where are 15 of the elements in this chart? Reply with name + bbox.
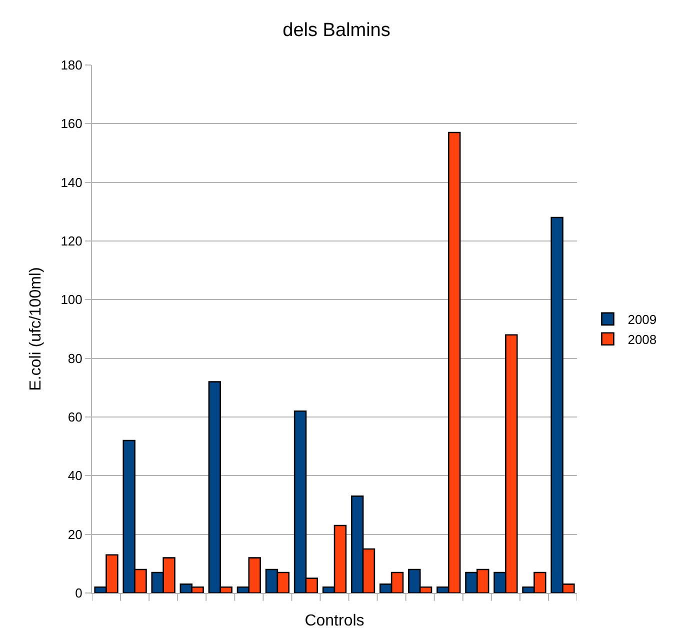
y-tick-label: 40 — [68, 468, 82, 484]
y-tick-label: 120 — [60, 234, 82, 249]
y-axis-title: E.coli (ufc/100ml) — [28, 267, 45, 391]
chart-title: dels Balmins — [282, 20, 390, 41]
y-tick-label: 20 — [68, 526, 82, 542]
y-tick-label: 0 — [75, 586, 82, 601]
y-tick-label: 80 — [68, 350, 82, 366]
y-tick-label: 180 — [60, 58, 82, 73]
y-tick-label: 160 — [60, 116, 82, 132]
legend-label: 2008 — [628, 332, 657, 347]
legend-label: 2009 — [628, 312, 657, 328]
y-tick-label: 60 — [68, 410, 82, 425]
y-tick-label: 140 — [60, 174, 82, 190]
x-axis-title: Controls — [304, 612, 364, 630]
y-tick-label: 100 — [60, 292, 82, 308]
